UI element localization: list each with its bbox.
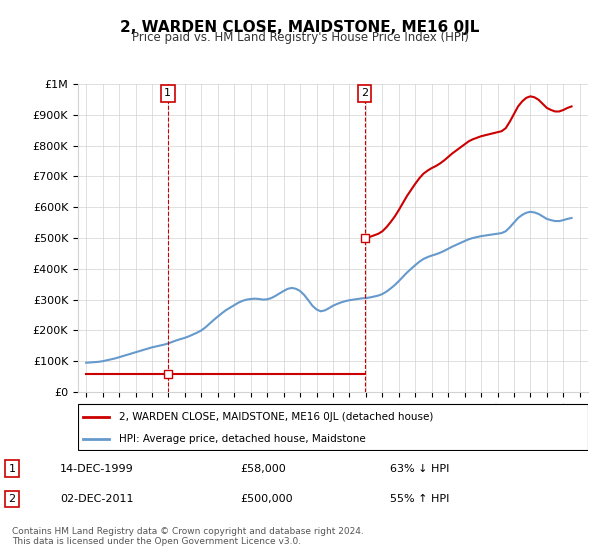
Text: £500,000: £500,000 <box>240 494 293 504</box>
Text: 1: 1 <box>8 464 16 474</box>
FancyBboxPatch shape <box>78 404 588 450</box>
Text: Price paid vs. HM Land Registry's House Price Index (HPI): Price paid vs. HM Land Registry's House … <box>131 31 469 44</box>
Text: 1: 1 <box>164 88 172 98</box>
Text: 14-DEC-1999: 14-DEC-1999 <box>60 464 134 474</box>
Text: 63% ↓ HPI: 63% ↓ HPI <box>390 464 449 474</box>
Text: 2: 2 <box>8 494 16 504</box>
Text: 55% ↑ HPI: 55% ↑ HPI <box>390 494 449 504</box>
Text: Contains HM Land Registry data © Crown copyright and database right 2024.
This d: Contains HM Land Registry data © Crown c… <box>12 526 364 546</box>
Text: 2, WARDEN CLOSE, MAIDSTONE, ME16 0JL (detached house): 2, WARDEN CLOSE, MAIDSTONE, ME16 0JL (de… <box>119 413 433 422</box>
Text: 02-DEC-2011: 02-DEC-2011 <box>60 494 133 504</box>
Text: 2, WARDEN CLOSE, MAIDSTONE, ME16 0JL: 2, WARDEN CLOSE, MAIDSTONE, ME16 0JL <box>121 20 479 35</box>
Text: 2: 2 <box>361 88 368 98</box>
Text: HPI: Average price, detached house, Maidstone: HPI: Average price, detached house, Maid… <box>119 434 365 444</box>
Text: £58,000: £58,000 <box>240 464 286 474</box>
